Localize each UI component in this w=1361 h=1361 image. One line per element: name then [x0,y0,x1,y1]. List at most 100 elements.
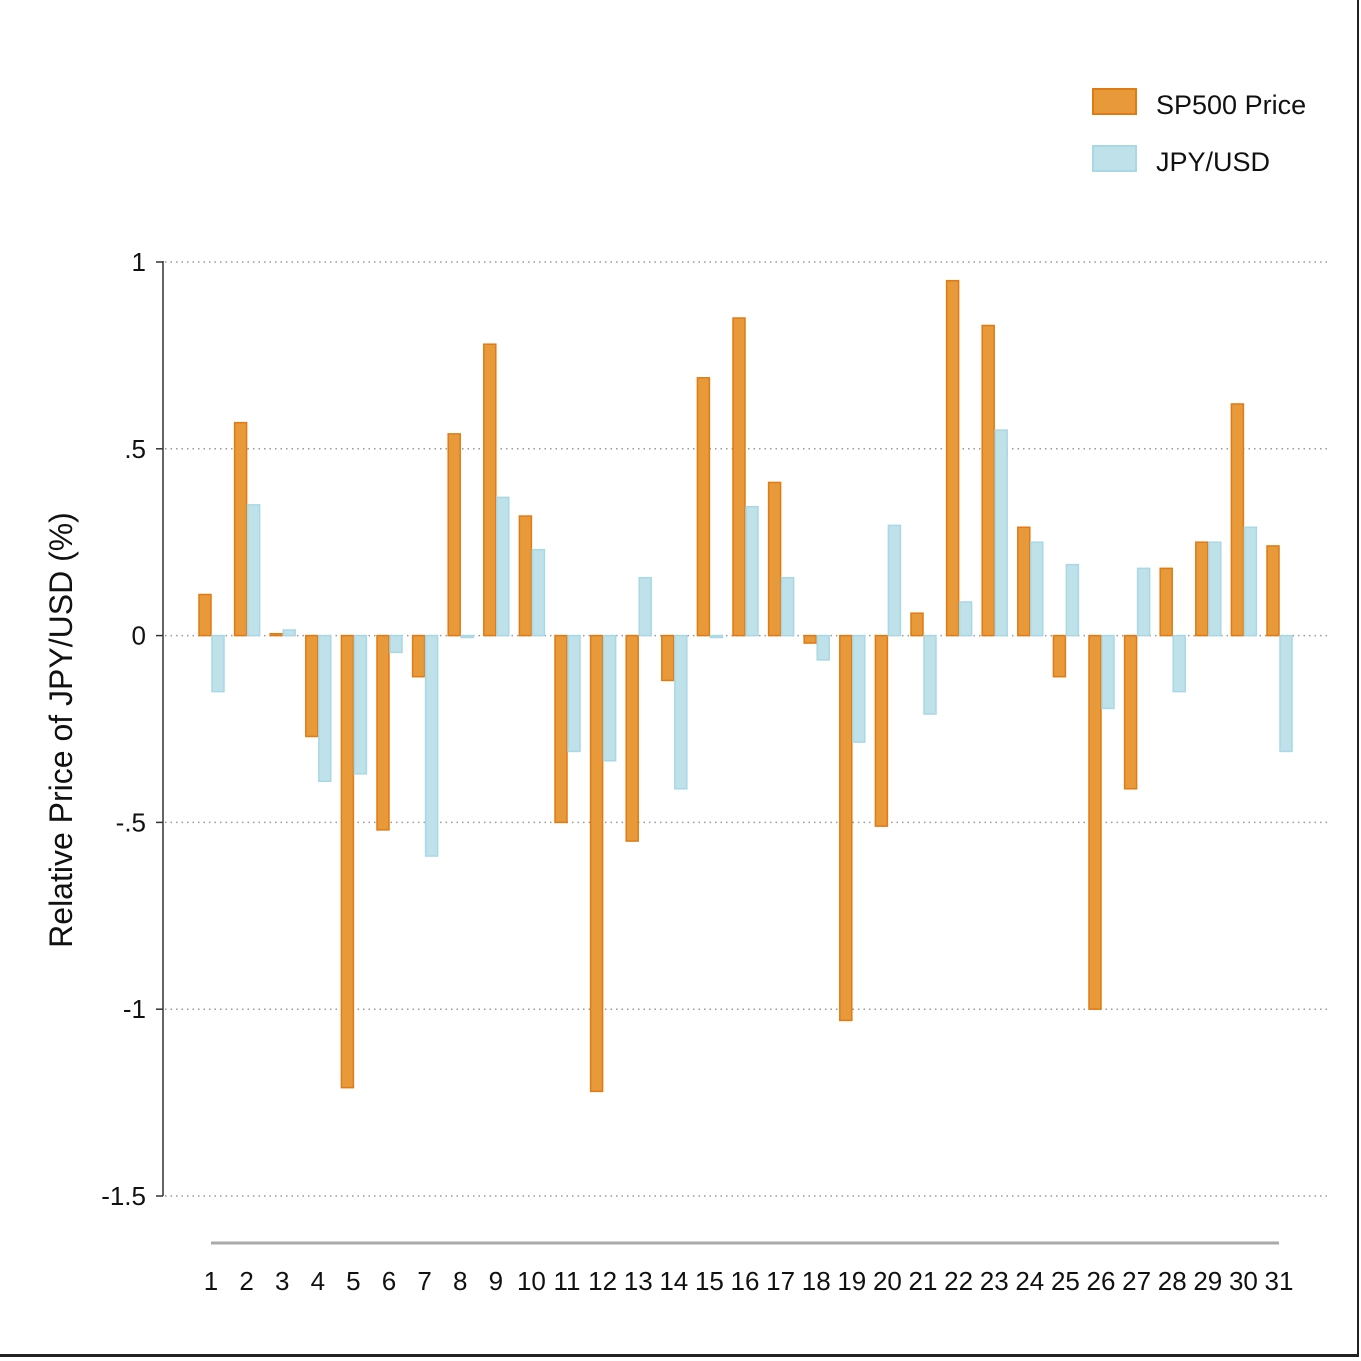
sp500-bar [233,421,248,637]
jpy-bar [567,634,581,753]
jpy-bar [1243,526,1258,637]
x-tick-label: 25 [1051,1266,1080,1296]
sp500-bar [518,515,533,637]
x-tick-label: 2 [239,1266,253,1296]
y-tick-label: 0 [132,621,146,651]
x-tick-label: 27 [1122,1266,1151,1296]
jpy-bar [745,505,759,637]
sp500-bar [1230,403,1245,637]
x-tick-label: 20 [873,1266,902,1296]
legend-swatch-sp500 [1092,88,1137,115]
sp500-bar [732,317,746,637]
x-tick-label: 15 [695,1266,724,1296]
sp500-bar [1052,634,1067,678]
y-tick-label: -1.5 [101,1181,146,1211]
sp500-bar [803,634,817,644]
jpy-bar [923,634,937,715]
jpy-bar [211,634,225,693]
sp500-bar [981,324,995,637]
x-tick-label: 7 [417,1266,431,1296]
axes [162,261,1279,1245]
jpy-bar [638,576,652,637]
jpy-bar [887,524,902,637]
sp500-bar [1159,567,1173,637]
jpy-bar [1065,563,1080,637]
x-tick-label: 26 [1087,1266,1116,1296]
sp500-bar [198,593,212,637]
x-tick-label: 9 [489,1266,503,1296]
sp500-bar [1266,545,1280,637]
sp500-bar [874,634,889,827]
jpy-bar [460,634,474,639]
sp500-bar [554,634,568,824]
sp500-bar [447,433,461,637]
y-tick-label: 1 [132,247,146,277]
x-tick-label: 16 [731,1266,760,1296]
sp500-bar [1123,634,1138,790]
legend-label-jpy: JPY/USD [1156,147,1270,177]
x-tick-label: 5 [346,1266,360,1296]
x-tick-label: 1 [204,1266,218,1296]
jpy-bar [602,634,617,762]
jpy-bar [1030,541,1044,637]
x-tick-label: 22 [944,1266,973,1296]
x-tick-label: 8 [453,1266,467,1296]
x-tick-label: 11 [554,1266,581,1296]
sp500-bar [696,377,711,637]
jpy-bar [816,634,830,661]
sp500-bar [945,279,960,637]
sp500-bar [767,481,782,637]
x-tick-label: 28 [1158,1266,1187,1296]
x-tick-label: 24 [1015,1266,1044,1296]
x-tick-label: 30 [1229,1266,1258,1296]
sp500-bar [1017,526,1031,637]
sp500-bar [589,634,604,1093]
jpy-bar [674,634,688,790]
jpy-bar [246,504,261,637]
jpy-bar [318,634,332,783]
y-tick-label: -.5 [116,807,146,837]
x-tick-label: 31 [1265,1266,1294,1296]
sp500-bar [1195,541,1209,637]
x-tick-label: 18 [802,1266,831,1296]
x-tick-label: 13 [624,1266,653,1296]
jpy-bar [1101,634,1115,710]
y-axis-label: Relative Price of JPY/USD (%) [43,512,79,948]
legend-swatch-jpy [1092,145,1137,172]
sp500-bar [661,634,675,682]
legend-label-sp500: SP500 Price [1156,90,1306,120]
y-tick-label: -1 [123,994,146,1024]
jpy-bar [1172,634,1186,693]
jpy-bar [389,634,403,654]
bars [198,279,1293,1093]
jpy-bar [282,629,296,637]
jpy-bar [531,548,546,637]
jpy-bar [424,634,439,857]
jpy-bar [353,634,368,775]
jpy-bar [1279,634,1293,753]
jpy-bar [1208,541,1222,637]
sp500-bar [340,634,355,1089]
x-tick-label: 12 [588,1266,617,1296]
x-tick-label: 10 [517,1266,546,1296]
x-tick-label: 14 [659,1266,688,1296]
sp500-bar [625,634,639,842]
x-tick-labels: 1 2 3 4 5 6 7 8 9 10 11 12 13 14 15 16 17 18 19 20 21 22 23 24 2… [204,1266,1294,1296]
x-tick-label: 17 [766,1266,795,1296]
x-tick-label: 4 [311,1266,325,1296]
jpy-bar [852,634,866,743]
gridlines [165,261,1330,1197]
sp500-bar [839,634,853,1022]
jpy-bar [780,576,795,637]
sp500-bar [1088,634,1102,1010]
jpy-bar [1136,567,1151,637]
jpy-bar [994,429,1008,637]
y-tick-label: .5 [124,434,146,464]
x-tick-label: 6 [382,1266,396,1296]
jpy-bar [496,496,510,637]
jpy-bar [709,634,724,639]
sp500-bar [376,634,390,831]
sp500-bar [269,632,283,637]
legend: SP500 Price JPY/USD [1092,88,1306,177]
sp500-bar [411,634,426,678]
